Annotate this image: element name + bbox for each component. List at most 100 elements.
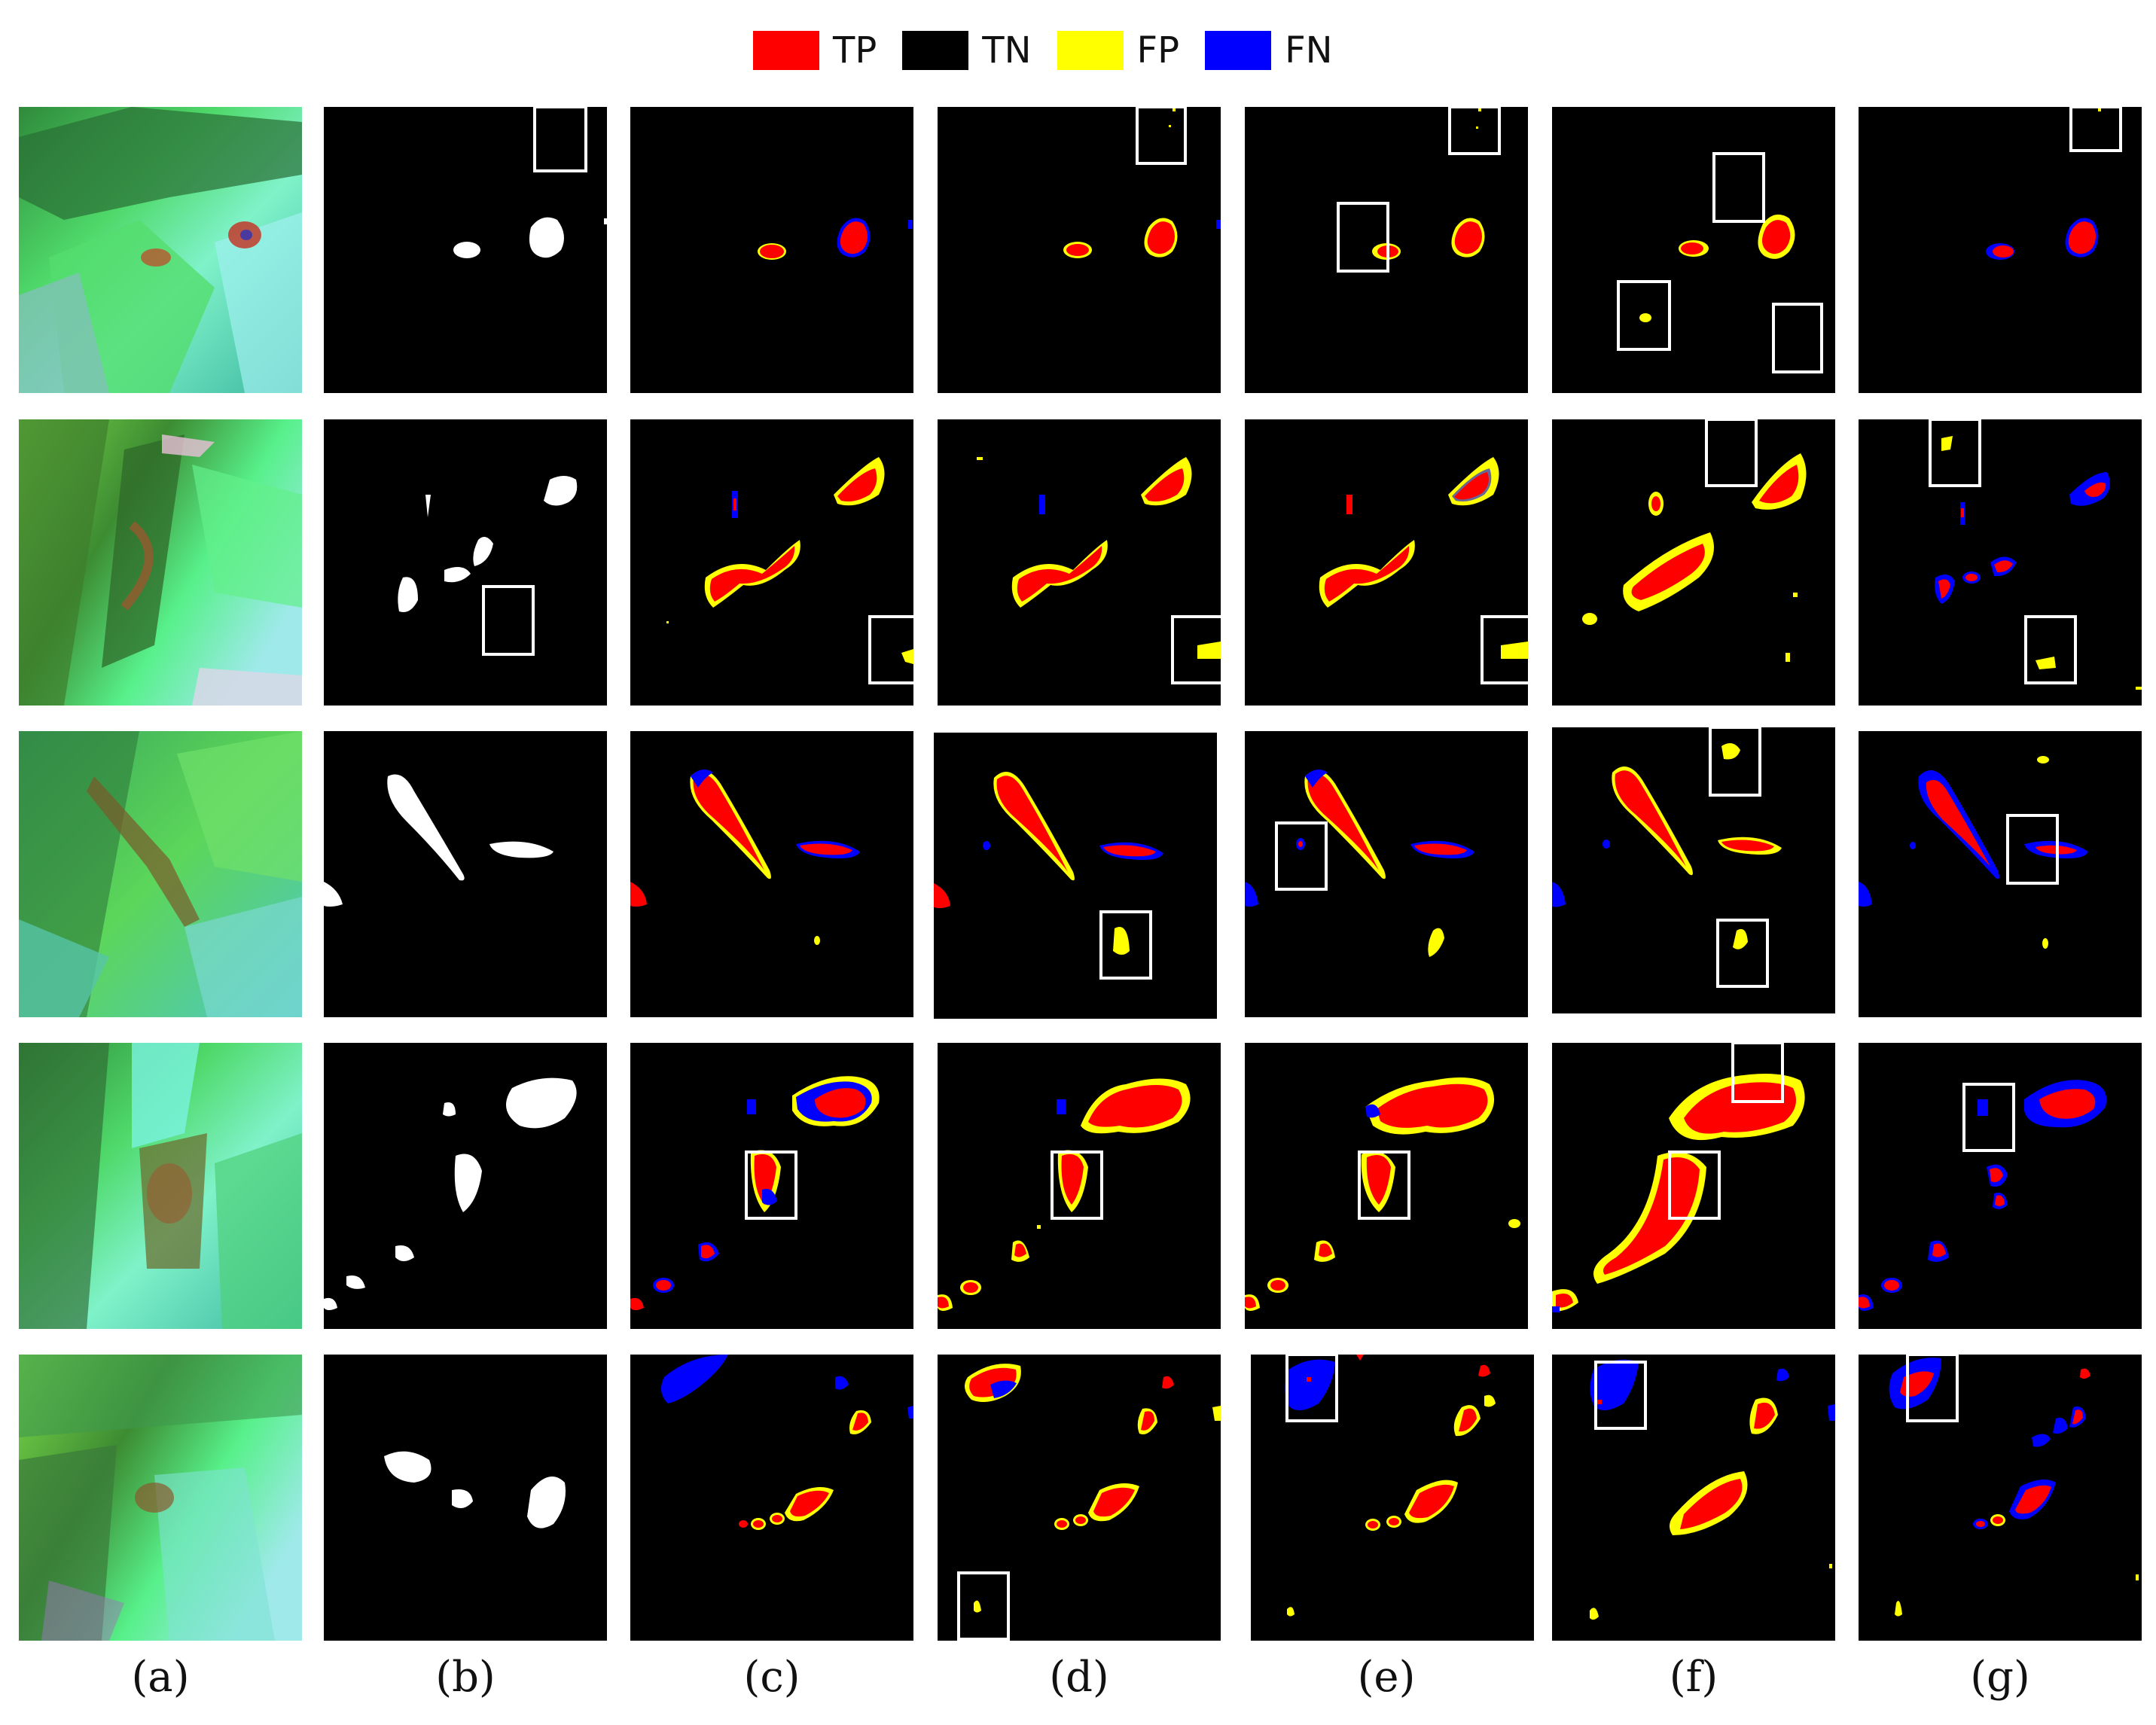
prediction-map bbox=[934, 733, 1217, 1019]
legend-label: FN bbox=[1285, 29, 1333, 72]
highlight-box bbox=[1668, 1151, 1721, 1220]
optical-image bbox=[19, 107, 302, 393]
panel-d-row5 bbox=[938, 1355, 1221, 1641]
panel-a-row5 bbox=[19, 1355, 302, 1641]
highlight-box bbox=[1594, 1361, 1647, 1430]
tp-swatch bbox=[753, 31, 819, 70]
optical-image bbox=[19, 1355, 302, 1641]
highlight-box bbox=[1731, 1043, 1784, 1103]
prediction-map bbox=[1859, 419, 2142, 706]
highlight-box bbox=[1051, 1151, 1103, 1220]
panel-g-row3 bbox=[1859, 731, 2142, 1017]
mask-image bbox=[324, 1355, 607, 1641]
column-label-e: (e) bbox=[1357, 1653, 1416, 1702]
highlight-box bbox=[1962, 1083, 2015, 1152]
highlight-box bbox=[1709, 727, 1761, 797]
prediction-map bbox=[630, 1043, 913, 1329]
highlight-box bbox=[1481, 615, 1528, 684]
highlight-box bbox=[868, 615, 913, 684]
prediction-map bbox=[1552, 107, 1835, 393]
fn-swatch bbox=[1205, 31, 1272, 70]
highlight-box bbox=[1772, 303, 1823, 373]
prediction-map bbox=[1245, 1043, 1528, 1329]
highlight-box bbox=[1617, 280, 1671, 351]
prediction-map bbox=[938, 1043, 1221, 1329]
prediction-map bbox=[938, 419, 1221, 706]
legend-item-fp: FP bbox=[1057, 29, 1179, 72]
highlight-box bbox=[533, 107, 587, 172]
fp-swatch bbox=[1057, 31, 1124, 70]
highlight-box bbox=[482, 585, 535, 656]
highlight-box bbox=[1337, 202, 1389, 273]
mask-image bbox=[324, 419, 607, 706]
prediction-map bbox=[630, 731, 913, 1017]
legend-item-tn: TN bbox=[902, 29, 1032, 72]
panel-a-row2 bbox=[19, 419, 302, 706]
prediction-map bbox=[938, 107, 1221, 393]
prediction-map bbox=[1859, 1043, 2142, 1329]
panel-b-row1 bbox=[324, 107, 607, 393]
highlight-box bbox=[2069, 107, 2122, 152]
optical-image bbox=[19, 419, 302, 706]
panel-d-row4 bbox=[938, 1043, 1221, 1329]
column-label-g: (g) bbox=[1970, 1653, 2030, 1702]
panel-a-row1 bbox=[19, 107, 302, 393]
highlight-box bbox=[2024, 615, 2077, 684]
panel-f-row3 bbox=[1552, 727, 1835, 1013]
optical-image bbox=[19, 1043, 302, 1329]
prediction-map bbox=[1859, 1355, 2142, 1641]
prediction-map bbox=[1552, 419, 1835, 706]
panel-b-row4 bbox=[324, 1043, 607, 1329]
legend-item-fn: FN bbox=[1205, 29, 1333, 72]
highlight-box bbox=[745, 1151, 797, 1220]
mask-image bbox=[324, 107, 607, 393]
panel-f-row5 bbox=[1552, 1355, 1835, 1641]
highlight-box bbox=[1716, 919, 1769, 988]
panel-a-row4 bbox=[19, 1043, 302, 1329]
highlight-box bbox=[1275, 821, 1328, 891]
prediction-map bbox=[1245, 731, 1528, 1017]
panel-d-row2 bbox=[938, 419, 1221, 706]
prediction-map bbox=[1245, 107, 1528, 393]
panel-f-row1 bbox=[1552, 107, 1835, 393]
column-label-a: (a) bbox=[131, 1653, 190, 1702]
prediction-map bbox=[1552, 1355, 1835, 1641]
column-label-b: (b) bbox=[435, 1653, 496, 1702]
legend-item-tp: TP bbox=[753, 29, 877, 72]
panel-c-row2 bbox=[630, 419, 913, 706]
panel-e-row5 bbox=[1251, 1355, 1534, 1641]
panel-e-row2 bbox=[1245, 419, 1528, 706]
highlight-box bbox=[1285, 1355, 1338, 1422]
panel-c-row5 bbox=[630, 1355, 913, 1641]
panel-d-row1 bbox=[938, 107, 1221, 393]
panel-b-row2 bbox=[324, 419, 607, 706]
column-label-f: (f) bbox=[1669, 1653, 1718, 1702]
panel-f-row2 bbox=[1552, 419, 1835, 706]
highlight-box bbox=[1705, 419, 1758, 487]
prediction-map bbox=[630, 419, 913, 706]
panel-c-row3 bbox=[630, 731, 913, 1017]
panel-c-row4 bbox=[630, 1043, 913, 1329]
prediction-map bbox=[938, 1355, 1221, 1641]
highlight-box bbox=[1712, 152, 1765, 223]
highlight-box bbox=[1448, 107, 1501, 155]
panel-b-row3 bbox=[324, 731, 607, 1017]
prediction-map bbox=[1552, 727, 1835, 1013]
panel-f-row4 bbox=[1552, 1043, 1835, 1329]
legend-label: TP bbox=[833, 29, 877, 72]
panel-c-row1 bbox=[630, 107, 913, 393]
highlight-box bbox=[957, 1571, 1010, 1641]
panel-e-row3 bbox=[1245, 731, 1528, 1017]
panel-b-row5 bbox=[324, 1355, 607, 1641]
prediction-map bbox=[1859, 731, 2142, 1017]
mask-image bbox=[324, 731, 607, 1017]
panel-d-row3 bbox=[934, 733, 1217, 1019]
highlight-box bbox=[1171, 615, 1221, 684]
highlight-box bbox=[1099, 910, 1152, 980]
prediction-map bbox=[1552, 1043, 1835, 1329]
highlight-box bbox=[1358, 1151, 1410, 1220]
prediction-map bbox=[630, 107, 913, 393]
panel-a-row3 bbox=[19, 731, 302, 1017]
panel-g-row5 bbox=[1859, 1355, 2142, 1641]
prediction-map bbox=[1245, 419, 1528, 706]
